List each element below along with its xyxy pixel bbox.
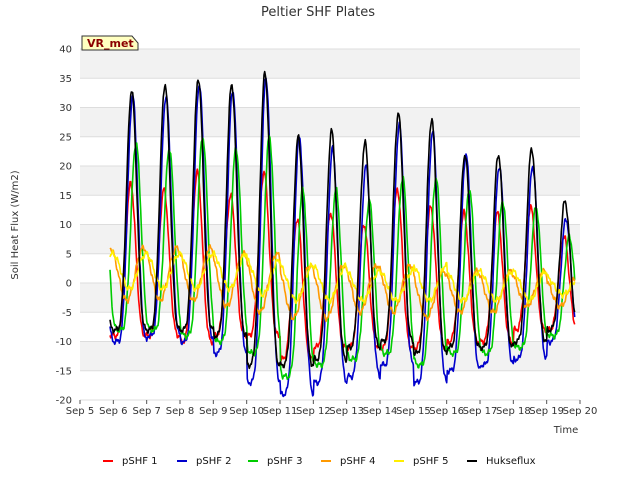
x-tick-label: Sep 12: [296, 406, 331, 417]
x-tick-label: Sep 17: [463, 406, 498, 417]
y-tick-label: -20: [56, 396, 72, 407]
legend-label: pSHF 5: [413, 456, 449, 467]
x-tick-label: Sep 7: [132, 406, 160, 417]
y-tick-label: 0: [66, 279, 72, 290]
site-badge: VR_met: [81, 35, 139, 51]
x-tick-label: Sep 10: [229, 406, 264, 417]
y-tick-label: -5: [62, 308, 72, 319]
y-tick-label: 25: [59, 132, 72, 143]
x-tick-label: Sep 8: [166, 406, 194, 417]
x-tick-label: Sep 14: [363, 406, 398, 417]
legend-label: pSHF 2: [196, 456, 232, 467]
y-tick-label: -10: [56, 337, 72, 348]
y-tick-label: 15: [59, 191, 72, 202]
legend-label: pSHF 3: [267, 456, 303, 467]
plot-band: [80, 370, 580, 400]
x-tick-label: Sep 20: [563, 406, 598, 417]
plot-band: [80, 341, 580, 371]
x-tick-label: Sep 11: [263, 406, 298, 417]
site-badge-label: VR_met: [87, 37, 134, 50]
x-tick-label: Sep 18: [496, 406, 531, 417]
series-line-pshf-3: [109, 135, 576, 381]
x-tick-label: Sep 19: [529, 406, 564, 417]
legend: pSHF 1 pSHF 2 pSHF 3 pSHF 4 pSHF 5 Hukseflux: [103, 456, 536, 467]
legend-label: Hukseflux: [486, 456, 536, 467]
x-tick-label: Sep 13: [329, 406, 364, 417]
y-tick-label: 35: [59, 74, 72, 85]
x-tick-label: Sep 15: [396, 406, 431, 417]
y-tick-label: 10: [59, 220, 72, 231]
plot-band: [80, 312, 580, 342]
x-tick-label: Sep 16: [429, 406, 464, 417]
plot-band: [80, 107, 580, 137]
x-tick-label: Sep 9: [199, 406, 227, 417]
y-tick-label: -15: [56, 366, 72, 377]
y-axis-ticks: -20 -15 -10 -5 0 5 10 15 20 25 30 35 40: [56, 45, 72, 407]
x-tick-label: Sep 6: [99, 406, 127, 417]
x-axis-title: Time: [553, 425, 578, 436]
plot-band: [80, 49, 580, 79]
x-tick-label: Sep 5: [66, 406, 94, 417]
y-axis-title: Soil Heat Flux (W/m2): [10, 170, 21, 279]
series-line-hukseflux: [109, 70, 576, 370]
legend-label: pSHF 1: [122, 456, 158, 467]
series-layer: [109, 70, 576, 398]
y-tick-label: 30: [59, 103, 72, 114]
y-tick-label: 40: [59, 45, 72, 56]
legend-label: pSHF 4: [340, 456, 376, 467]
series-line-pshf-5: [109, 249, 576, 305]
plot-band: [80, 78, 580, 108]
chart-title: Peltier SHF Plates: [261, 5, 375, 20]
site-badge-box: [81, 35, 139, 51]
y-tick-label: 5: [66, 249, 72, 260]
y-tick-label: 20: [59, 162, 72, 173]
